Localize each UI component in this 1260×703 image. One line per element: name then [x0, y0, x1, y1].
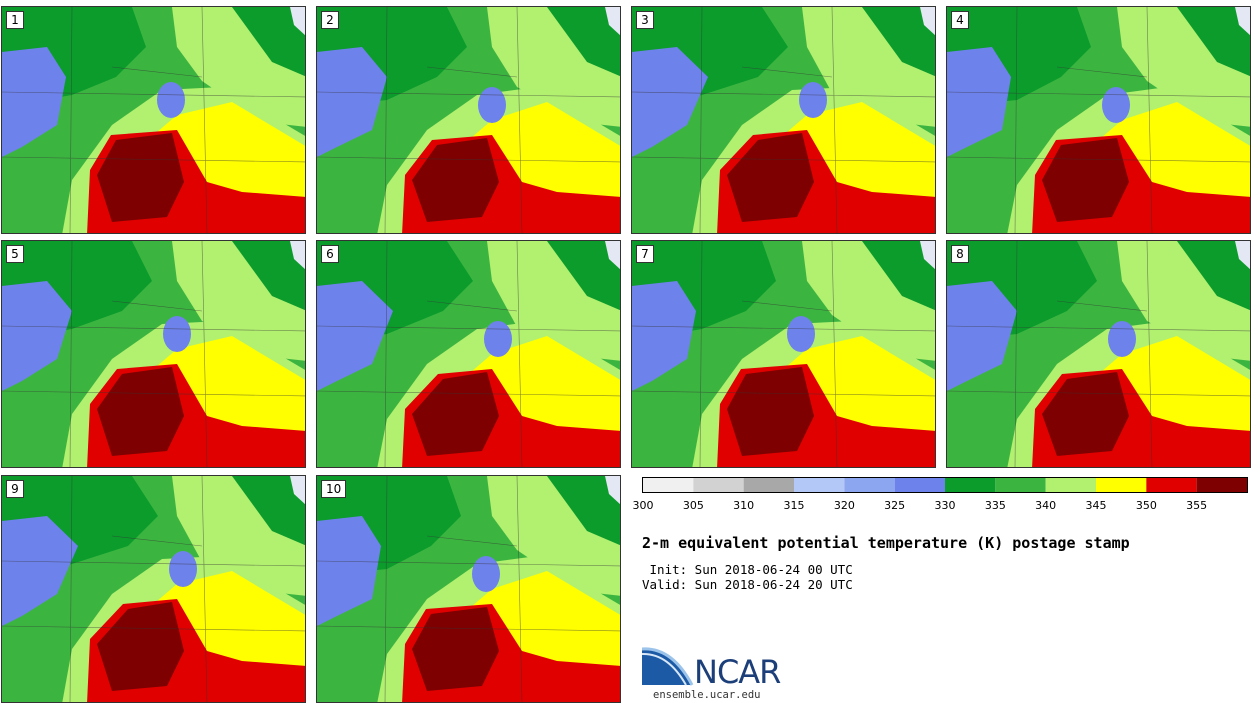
member-number-label: 2 [321, 11, 339, 29]
colorbar-tick-label: 305 [682, 499, 704, 512]
ncar-logo-icon [642, 647, 694, 686]
colorbar-segment [643, 478, 694, 492]
colorbar-segment [894, 478, 945, 492]
map-field [2, 476, 305, 702]
colorbar-tick-label: 300 [632, 499, 654, 512]
valid-time: Valid: Sun 2018-06-24 20 UTC [642, 577, 853, 592]
map-field [317, 476, 620, 702]
ensemble-member-panel: 7 [631, 240, 936, 468]
map-field [317, 7, 620, 233]
colorbar-tick-label: 340 [1035, 499, 1057, 512]
colorbar-segment [1096, 478, 1147, 492]
colorbar-tick-label: 310 [733, 499, 755, 512]
colorbar-segment [794, 478, 845, 492]
member-number-label: 10 [321, 480, 347, 498]
ensemble-member-panel: 3 [631, 6, 936, 234]
member-number-label: 5 [6, 245, 24, 263]
map-field [947, 7, 1250, 233]
logo-url: ensemble.ucar.edu [653, 689, 761, 701]
ensemble-member-panel: 2 [316, 6, 621, 234]
ensemble-member-panel: 4 [946, 6, 1251, 234]
colorbar-segment [743, 478, 794, 492]
map-field [947, 241, 1250, 467]
colorbar-segment [995, 478, 1046, 492]
member-number-label: 1 [6, 11, 24, 29]
colorbar-tick-label: 355 [1186, 499, 1208, 512]
colorbar-tick-label: 345 [1085, 499, 1107, 512]
member-number-label: 7 [636, 245, 654, 263]
member-number-label: 6 [321, 245, 339, 263]
colorbar-segment [945, 478, 996, 492]
map-field [632, 241, 935, 467]
map-field [2, 241, 305, 467]
member-number-label: 8 [951, 245, 969, 263]
colorbar-segment [1146, 478, 1197, 492]
member-number-label: 4 [951, 11, 969, 29]
ensemble-member-panel: 6 [316, 240, 621, 468]
ensemble-member-panel: 5 [1, 240, 306, 468]
map-field [632, 7, 935, 233]
ensemble-member-panel: 9 [1, 475, 306, 703]
ensemble-member-panel: 1 [1, 6, 306, 234]
colorbar-tick-label: 330 [934, 499, 956, 512]
colorbar-segment [1045, 478, 1096, 492]
colorbar-tick-label: 315 [783, 499, 805, 512]
ensemble-member-panel: 8 [946, 240, 1251, 468]
colorbar-segment [693, 478, 744, 492]
init-time: Init: Sun 2018-06-24 00 UTC [642, 562, 853, 577]
ensemble-member-panel: 10 [316, 475, 621, 703]
colorbar-segment [1196, 478, 1247, 492]
ncar-logo-text: NCAR [694, 653, 781, 691]
member-number-label: 9 [6, 480, 24, 498]
colorbar-segment [844, 478, 895, 492]
colorbar [642, 477, 1248, 493]
colorbar-tick-label: 335 [984, 499, 1006, 512]
figure-title: 2-m equivalent potential temperature (K)… [642, 534, 1130, 552]
colorbar-tick-label: 320 [833, 499, 855, 512]
map-field [2, 7, 305, 233]
colorbar-tick-label: 325 [884, 499, 906, 512]
map-field [317, 241, 620, 467]
member-number-label: 3 [636, 11, 654, 29]
colorbar-tick-label: 350 [1135, 499, 1157, 512]
